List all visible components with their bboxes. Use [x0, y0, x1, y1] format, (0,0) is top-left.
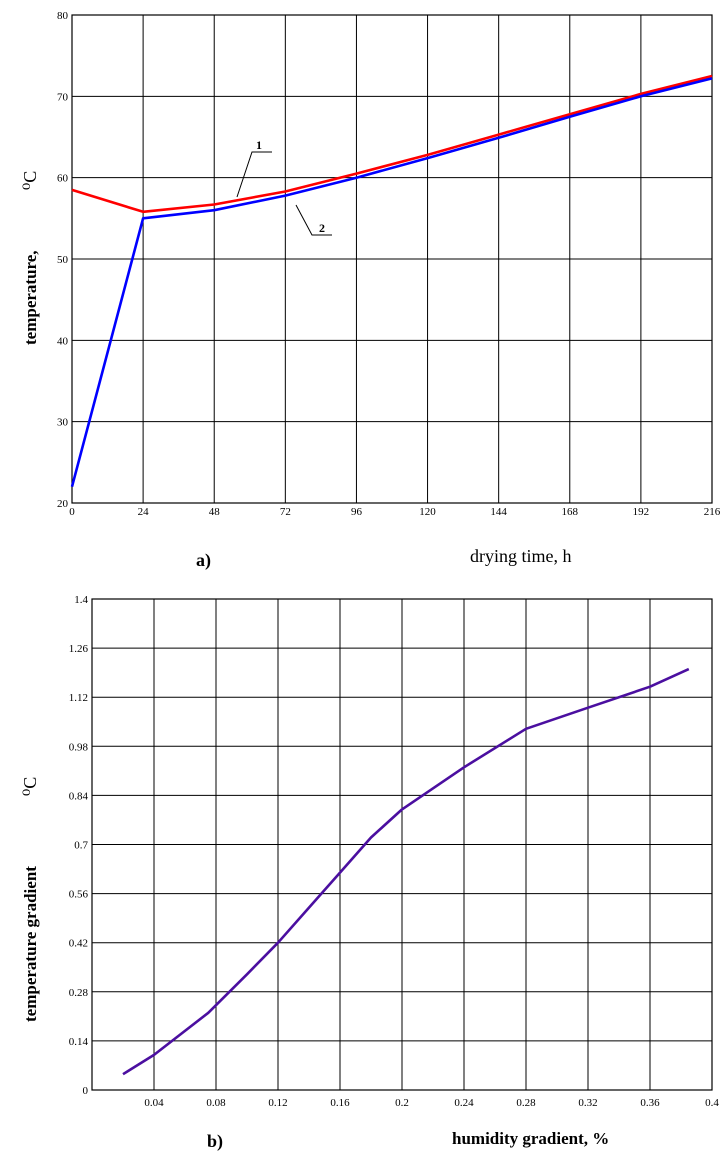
chart-b-y-axis-label: temperature gradient — [21, 866, 40, 1022]
x-tick-label: 0.32 — [578, 1097, 597, 1109]
curve-2-label: 2 — [319, 221, 325, 235]
chart-a-y-axis-unit: ⁰C — [20, 171, 40, 190]
chart-a-grid — [71, 14, 713, 504]
x-tick-label: 0.08 — [206, 1097, 226, 1109]
x-tick-label: 0.2 — [395, 1097, 409, 1109]
curve-1-leader — [236, 151, 272, 198]
y-tick-label: 40 — [57, 335, 69, 347]
chart-a-series — [70, 74, 713, 488]
chart-b-panel-label: b) — [207, 1131, 223, 1152]
chart-a-panel-label: a) — [196, 550, 211, 571]
chart-b-grid — [91, 598, 713, 1091]
y-tick-label: 1.26 — [69, 643, 89, 655]
y-tick-label: 1.12 — [69, 692, 88, 704]
y-tick-label: 30 — [57, 417, 69, 429]
y-tick-label: 0.98 — [69, 741, 89, 753]
chart-b: 0.04 0.08 0.12 0.16 0.2 0.24 0.28 0.32 0.36 0.4 0 0… — [20, 594, 719, 1152]
x-tick-label: 0.4 — [705, 1097, 719, 1109]
x-tick-label: 0.28 — [516, 1097, 536, 1109]
series-line-2 — [70, 77, 713, 488]
series-line-1 — [71, 74, 713, 214]
y-tick-label: 0.14 — [69, 1036, 89, 1048]
x-tick-label: 48 — [209, 506, 221, 518]
x-tick-label: 0 — [69, 506, 75, 518]
x-tick-label: 96 — [351, 506, 363, 518]
x-tick-label: 168 — [562, 506, 579, 518]
chart-b-x-axis-label: humidity gradient, % — [452, 1129, 609, 1148]
x-tick-label: 144 — [490, 506, 507, 518]
series-line-1 — [122, 667, 690, 1076]
y-tick-label: 0.56 — [69, 889, 89, 901]
y-tick-label: 0.42 — [69, 938, 88, 950]
y-tick-label: 20 — [57, 498, 69, 510]
x-tick-label: 0.04 — [144, 1097, 164, 1109]
y-tick-label: 50 — [57, 254, 69, 266]
y-tick-label: 1.4 — [74, 594, 88, 606]
y-tick-label: 0.28 — [69, 987, 89, 999]
chart-a: 0 24 48 72 96 120 144 168 192 216 20 30 40 50 60 70 80 1… — [20, 10, 721, 571]
y-tick-label: 70 — [57, 91, 69, 103]
x-tick-label: 0.24 — [454, 1097, 474, 1109]
curve-1-label: 1 — [256, 138, 262, 152]
x-tick-label: 0.36 — [640, 1097, 660, 1109]
y-tick-label: 60 — [57, 173, 69, 185]
curve-2-leader — [295, 204, 332, 236]
y-tick-label: 80 — [57, 10, 69, 22]
chart-b-y-axis-unit: ⁰C — [20, 777, 40, 796]
x-tick-label: 0.16 — [330, 1097, 350, 1109]
y-tick-label: 0 — [83, 1085, 89, 1097]
x-tick-label: 216 — [704, 506, 721, 518]
x-tick-label: 0.12 — [268, 1097, 287, 1109]
x-tick-label: 24 — [138, 506, 150, 518]
chart-b-tick-labels: 0.04 0.08 0.12 0.16 0.2 0.24 0.28 0.32 0.36 0.4 0 0… — [69, 594, 720, 1109]
x-tick-label: 72 — [280, 506, 291, 518]
y-tick-label: 0.7 — [74, 840, 88, 852]
x-tick-label: 120 — [419, 506, 436, 518]
chart-a-y-axis-label: temperature, — [21, 250, 40, 345]
chart-b-series — [122, 667, 690, 1076]
x-tick-label: 192 — [633, 506, 650, 518]
y-tick-label: 0.84 — [69, 790, 89, 802]
chart-a-tick-labels: 0 24 48 72 96 120 144 168 192 216 20 30 40 50 60 70 80 — [57, 10, 721, 518]
chart-a-x-axis-label: drying time, h — [470, 546, 572, 566]
